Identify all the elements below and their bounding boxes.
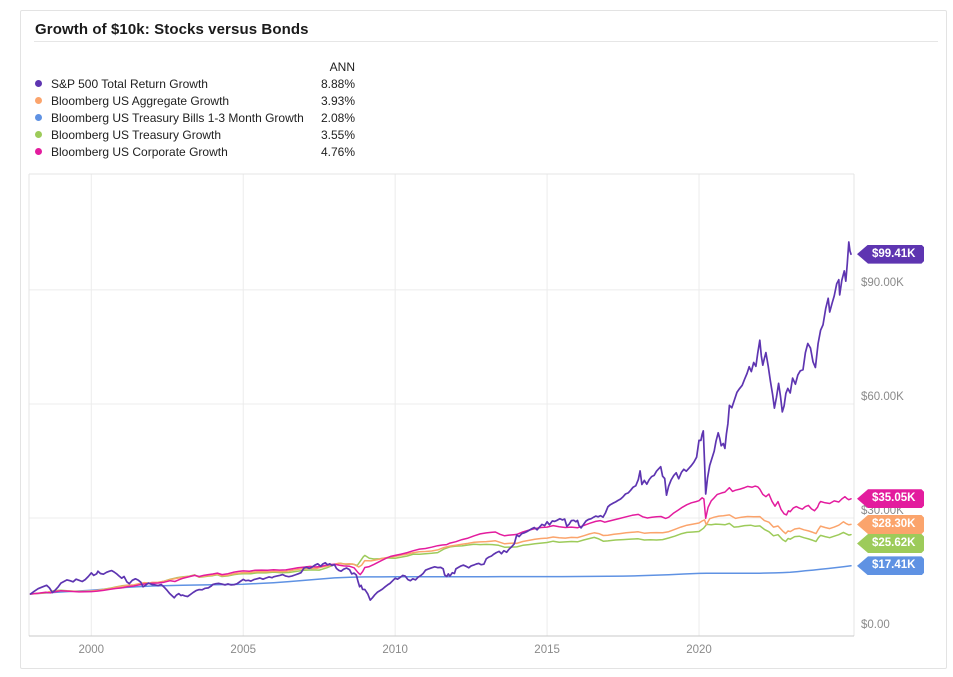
legend-dot-icon	[35, 148, 42, 155]
x-tick-label: 2000	[78, 644, 105, 656]
series-end-value-tag: $99.41K	[857, 245, 924, 264]
y-tick-label: $0.00	[861, 619, 890, 631]
legend-item-label: Bloomberg US Corporate Growth	[51, 144, 228, 159]
chart-plot-canvas	[28, 173, 855, 637]
x-tick-label: 2005	[230, 644, 257, 656]
legend-dot-icon	[35, 114, 42, 121]
legend-item-label: Bloomberg US Treasury Growth	[51, 127, 222, 142]
chart-card: Growth of $10k: Stocks versus Bonds ANN …	[20, 10, 947, 669]
legend-item-ann-value: 4.76%	[320, 144, 355, 159]
series-line	[29, 485, 852, 595]
legend: ANN S&P 500 Total Return Growth 8.88% Bloo…	[35, 58, 355, 160]
x-tick-label: 2010	[382, 644, 408, 656]
legend-item[interactable]: Bloomberg US Aggregate Growth 3.93%	[35, 92, 355, 109]
legend-item-ann-value: 8.88%	[320, 76, 355, 91]
legend-dot-icon	[35, 131, 42, 138]
title-divider	[34, 41, 938, 42]
series-end-value-tag: $35.05K	[857, 489, 924, 508]
y-tick-label: $60.00K	[861, 390, 904, 403]
series-end-value-tag: $25.62K	[857, 534, 924, 553]
x-tick-label: 2015	[534, 644, 560, 656]
series-line	[29, 565, 852, 595]
series-line	[29, 514, 852, 595]
legend-item-label: Bloomberg US Aggregate Growth	[51, 93, 230, 108]
legend-ann-header: ANN	[329, 59, 355, 74]
series-end-value-tag: $28.30K	[857, 515, 924, 534]
legend-rows: S&P 500 Total Return Growth 8.88% Bloomber…	[35, 75, 355, 160]
x-tick-label: 2020	[686, 644, 712, 656]
series-line	[29, 241, 852, 601]
series-end-value-tag: $17.41K	[857, 556, 924, 575]
legend-item[interactable]: Bloomberg US Treasury Growth 3.55%	[35, 126, 355, 143]
legend-item-label: Bloomberg US Treasury Bills 1-3 Month Gr…	[51, 110, 304, 125]
legend-dot-icon	[35, 80, 42, 87]
legend-header-row: ANN	[35, 58, 355, 75]
legend-item-ann-value: 3.55%	[320, 127, 355, 142]
legend-item[interactable]: S&P 500 Total Return Growth 8.88%	[35, 75, 355, 92]
chart-title: Growth of $10k: Stocks versus Bonds	[35, 21, 309, 38]
legend-item-ann-value: 3.93%	[320, 93, 355, 108]
legend-item[interactable]: Bloomberg US Corporate Growth 4.76%	[35, 143, 355, 160]
legend-item[interactable]: Bloomberg US Treasury Bills 1-3 Month Gr…	[35, 109, 355, 126]
legend-item-ann-value: 2.08%	[320, 110, 355, 125]
legend-dot-icon	[35, 97, 42, 104]
legend-item-label: S&P 500 Total Return Growth	[51, 76, 208, 91]
y-tick-label: $90.00K	[861, 276, 904, 289]
